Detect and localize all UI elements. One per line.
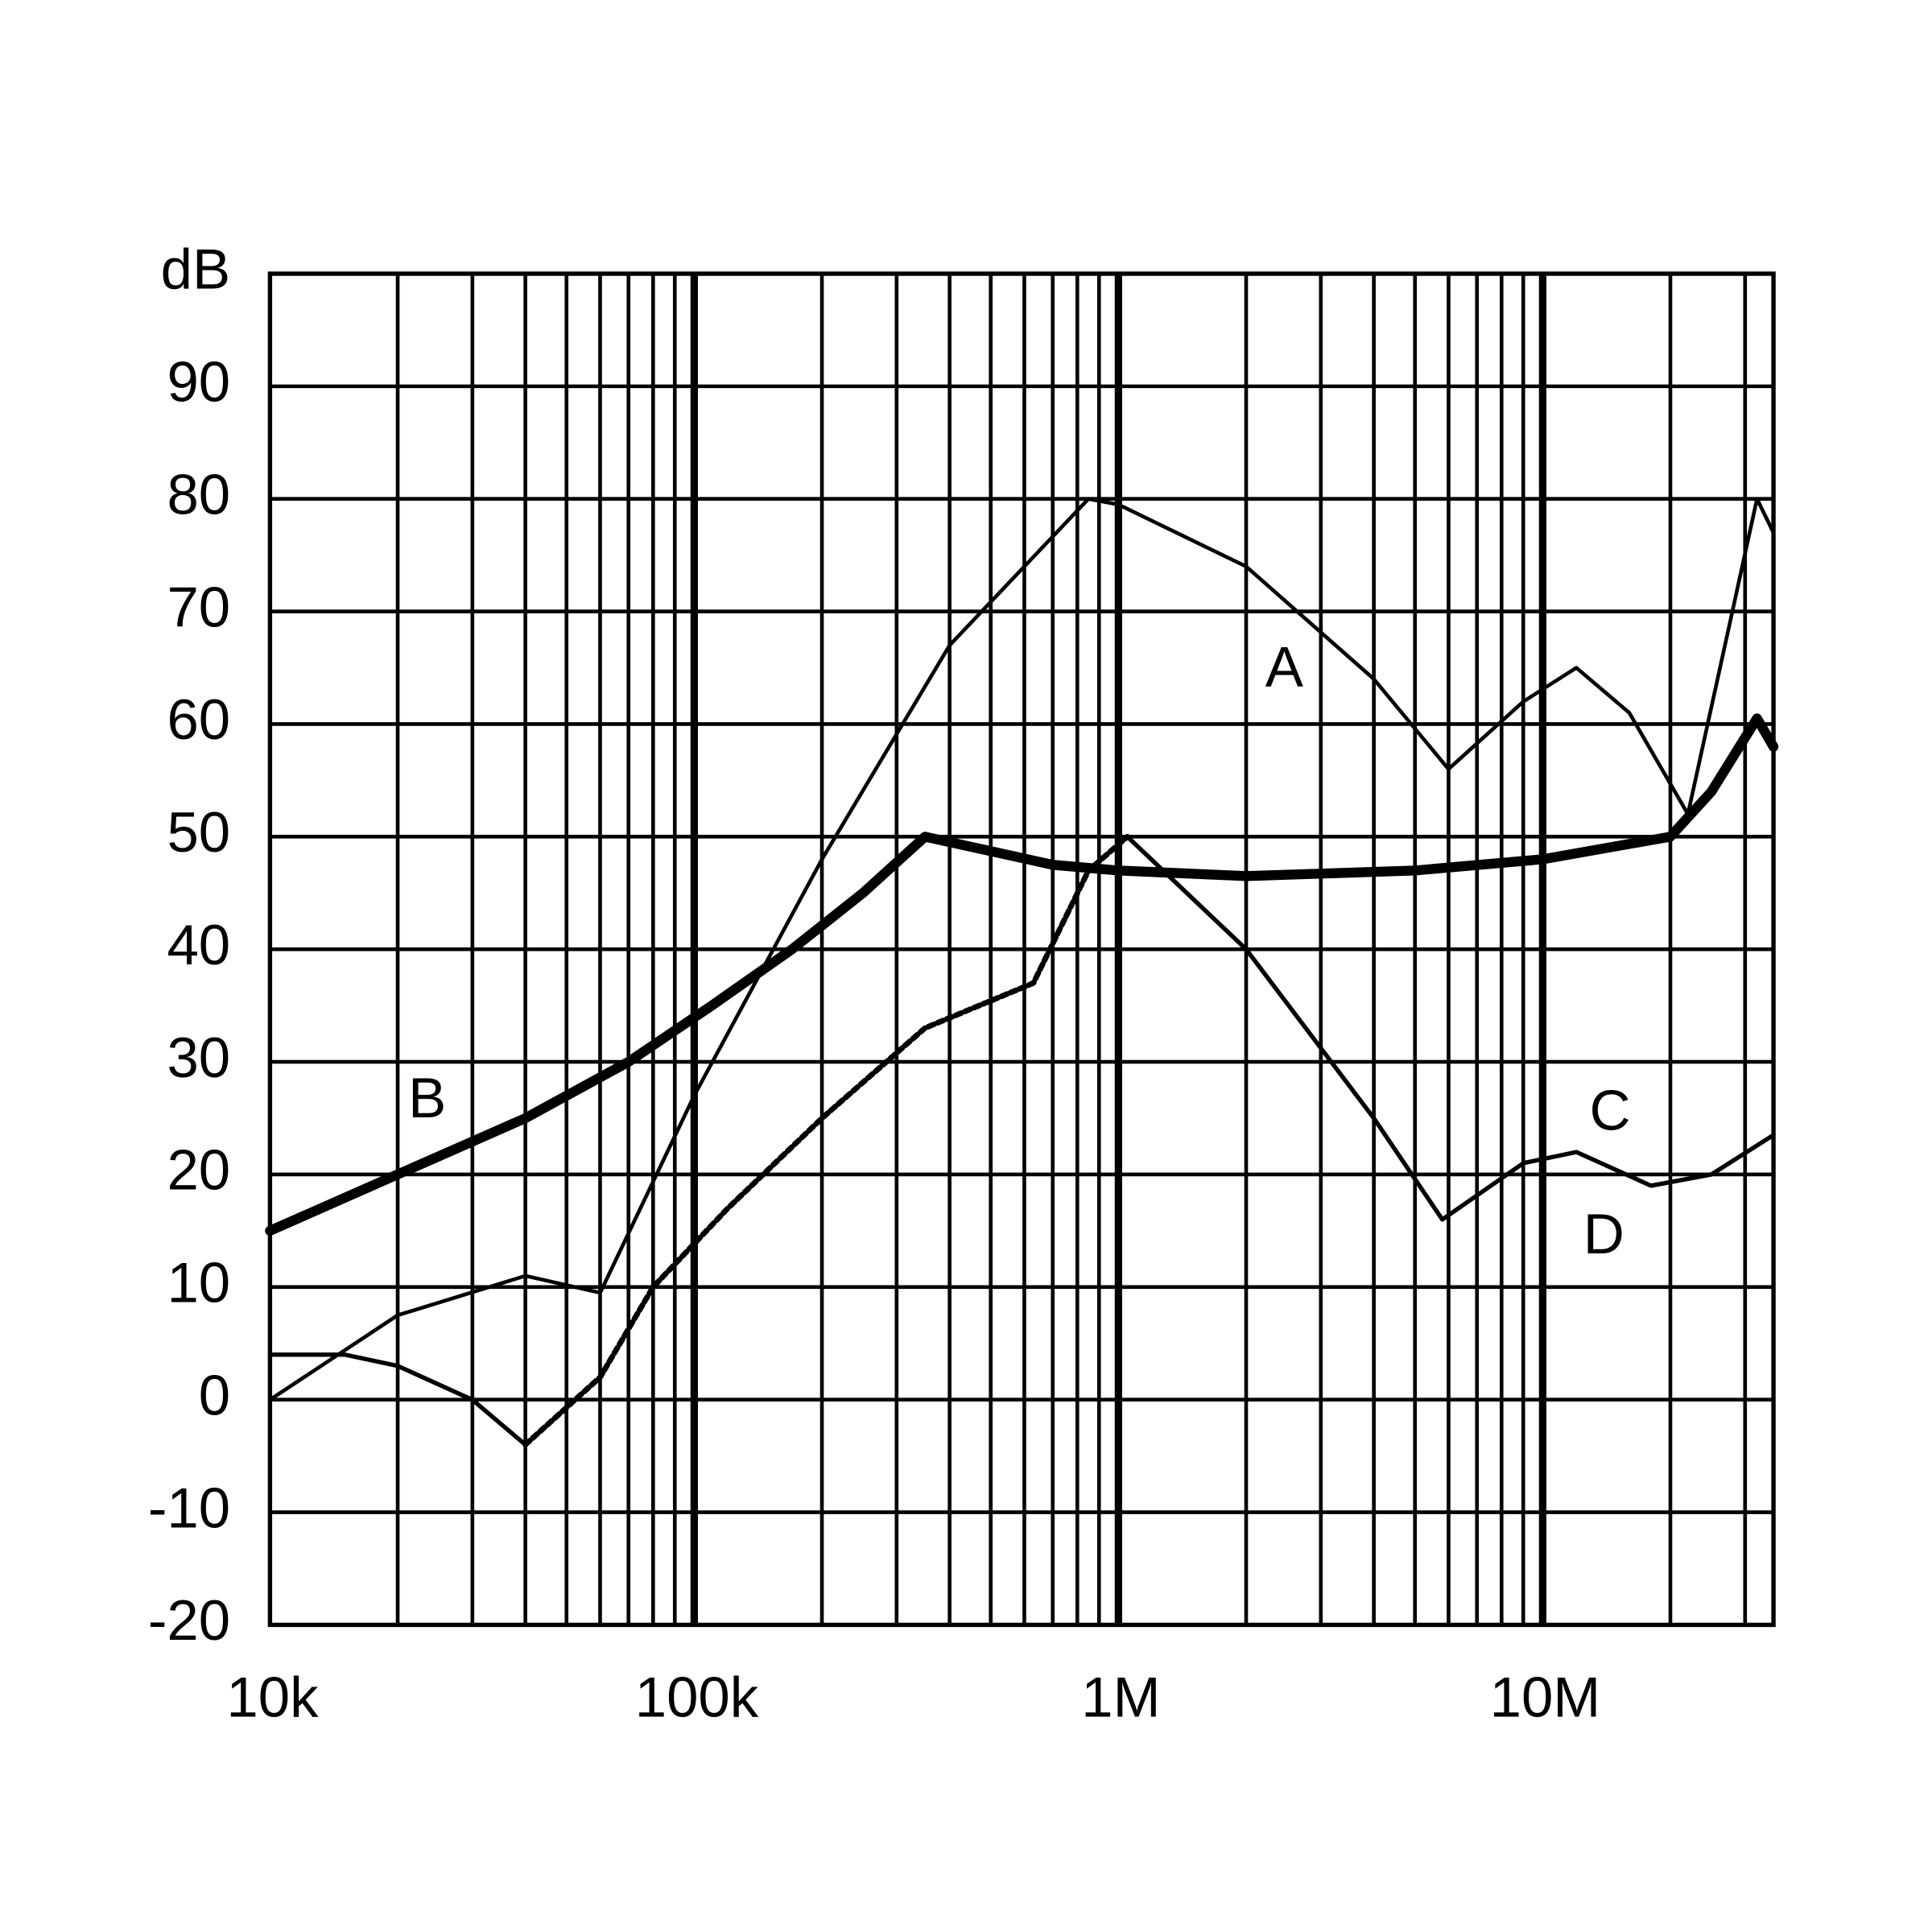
y-tick-label: 50 (167, 800, 230, 864)
x-tick-label: 100k (635, 1666, 759, 1729)
y-tick-label: 60 (167, 687, 230, 751)
plot-frame (267, 271, 1776, 1628)
y-tick-label: 90 (167, 350, 230, 414)
y-tick-label: 0 (199, 1363, 230, 1426)
y-tick-label: -10 (148, 1476, 230, 1539)
y-tick-label: 10 (167, 1251, 230, 1315)
series-label: A (1265, 635, 1304, 699)
x-tick-label: 10k (226, 1666, 319, 1729)
series-label: B (408, 1066, 446, 1129)
series-line (265, 713, 1779, 1236)
y-tick-label: dB (161, 237, 231, 301)
series-line (267, 834, 1776, 1447)
y-tick-label: 80 (167, 462, 230, 526)
x-tick-label: 1M (1081, 1666, 1160, 1729)
x-tick-label: 10M (1490, 1666, 1601, 1729)
series-label: C (1589, 1078, 1630, 1141)
y-tick-label: -20 (148, 1588, 230, 1652)
y-tick-label: 30 (167, 1026, 230, 1089)
y-tick-label: 20 (167, 1138, 230, 1202)
y-tick-label: 70 (167, 575, 230, 638)
series-label: D (1583, 1202, 1624, 1265)
series-line (522, 833, 1130, 1448)
y-tick-label: 40 (167, 913, 230, 976)
